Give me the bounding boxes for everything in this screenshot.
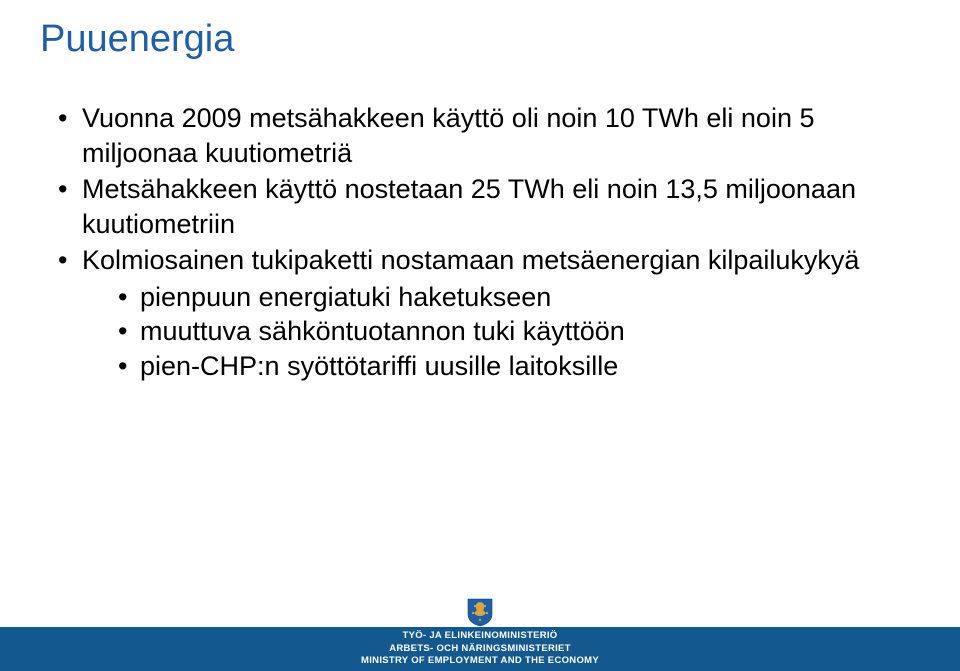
footer-line-3: MINISTRY OF EMPLOYMENT AND THE ECONOMY xyxy=(361,655,599,668)
crest-icon xyxy=(453,593,507,627)
list-item: pienpuun energiatuki haketukseen xyxy=(118,280,920,315)
page-title: Puuenergia xyxy=(40,18,920,61)
list-item: Metsähakkeen käyttö nostetaan 25 TWh eli… xyxy=(58,172,920,241)
footer-bar: TYÖ- JA ELINKEINOMINISTERIÖ ARBETS- OCH … xyxy=(0,627,960,671)
list-item: muuttuva sähköntuotannon tuki käyttöön xyxy=(118,314,920,349)
list-item: Vuonna 2009 metsähakkeen käyttö oli noin… xyxy=(58,101,920,170)
footer-line-2: ARBETS- OCH NÄRINGSMINISTERIET xyxy=(389,643,571,656)
bullet-list: Vuonna 2009 metsähakkeen käyttö oli noin… xyxy=(40,101,920,383)
slide: Puuenergia Vuonna 2009 metsähakkeen käyt… xyxy=(0,0,960,671)
footer-line-1: TYÖ- JA ELINKEINOMINISTERIÖ xyxy=(402,630,557,643)
list-item-text: Kolmiosainen tukipaketti nostamaan metsä… xyxy=(82,245,859,275)
list-item: pien-CHP:n syöttötariffi uusille laitoks… xyxy=(118,349,920,384)
sub-bullet-list: pienpuun energiatuki haketukseen muuttuv… xyxy=(82,280,920,384)
list-item: Kolmiosainen tukipaketti nostamaan metsä… xyxy=(58,243,920,383)
footer: TYÖ- JA ELINKEINOMINISTERIÖ ARBETS- OCH … xyxy=(0,593,960,671)
